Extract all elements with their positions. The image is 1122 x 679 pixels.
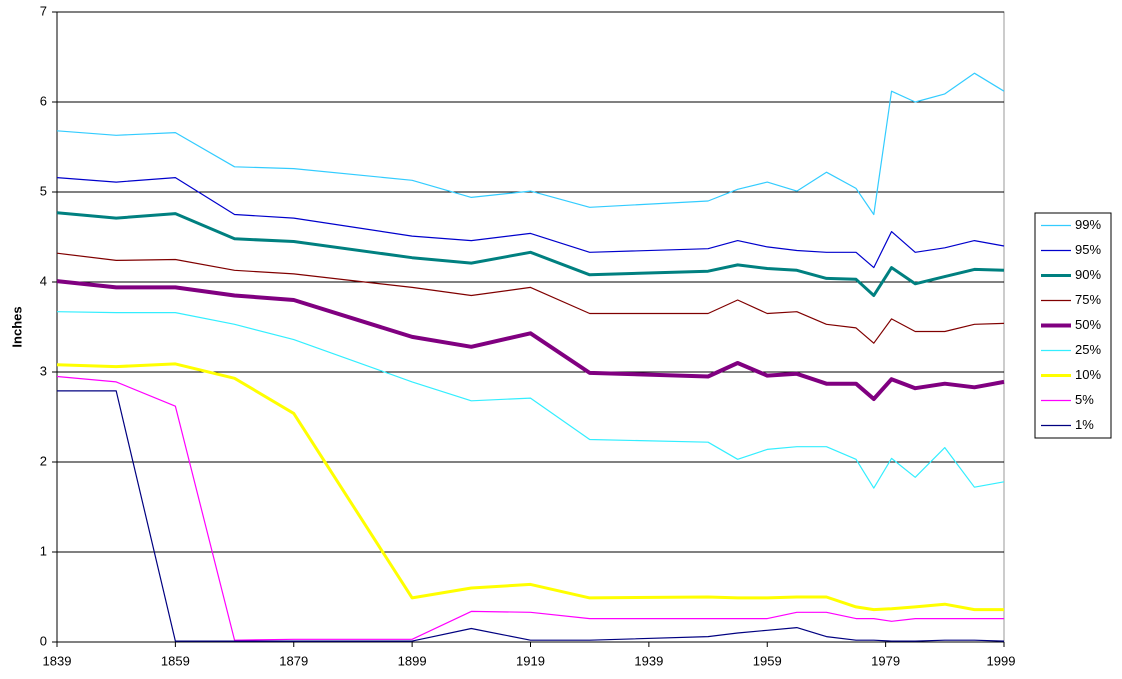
series-line <box>57 390 1005 642</box>
series-line <box>56 252 1005 344</box>
x-tick-label: 1859 <box>161 653 190 668</box>
y-tick-label: 0 <box>40 633 47 648</box>
x-tick-label: 1839 <box>43 653 72 668</box>
y-tick-label: 5 <box>40 183 47 198</box>
series-line <box>56 375 1004 641</box>
legend-label: 75% <box>1075 292 1101 307</box>
legend-label: 95% <box>1075 242 1101 257</box>
series-line <box>56 177 1005 269</box>
legend-label: 1% <box>1075 417 1094 432</box>
legend-label: 25% <box>1075 342 1101 357</box>
series-line <box>56 362 1004 612</box>
legend-label: 99% <box>1075 217 1101 232</box>
y-tick-label: 4 <box>40 273 47 288</box>
y-tick-label: 1 <box>40 543 47 558</box>
legend-label: 10% <box>1075 367 1101 382</box>
legend-label: 5% <box>1075 392 1094 407</box>
x-tick-label: 1879 <box>279 653 308 668</box>
legend-label: 90% <box>1075 267 1101 282</box>
series-line <box>56 211 1005 297</box>
series-line <box>56 279 1005 401</box>
x-tick-label: 1919 <box>516 653 545 668</box>
y-tick-label: 2 <box>40 453 47 468</box>
x-tick-label: 1939 <box>634 653 663 668</box>
legend-label: 50% <box>1075 317 1101 332</box>
y-tick-label: 3 <box>40 363 47 378</box>
y-tick-label: 6 <box>40 93 47 108</box>
series-line <box>56 311 1005 489</box>
y-tick-label: 7 <box>40 3 47 18</box>
x-tick-label: 1979 <box>871 653 900 668</box>
plot-area <box>56 11 1005 643</box>
x-tick-label: 1959 <box>753 653 782 668</box>
series-line <box>56 72 1005 216</box>
x-tick-label: 1999 <box>987 653 1016 668</box>
y-axis-label: Inches <box>9 306 24 347</box>
x-tick-label: 1899 <box>398 653 427 668</box>
